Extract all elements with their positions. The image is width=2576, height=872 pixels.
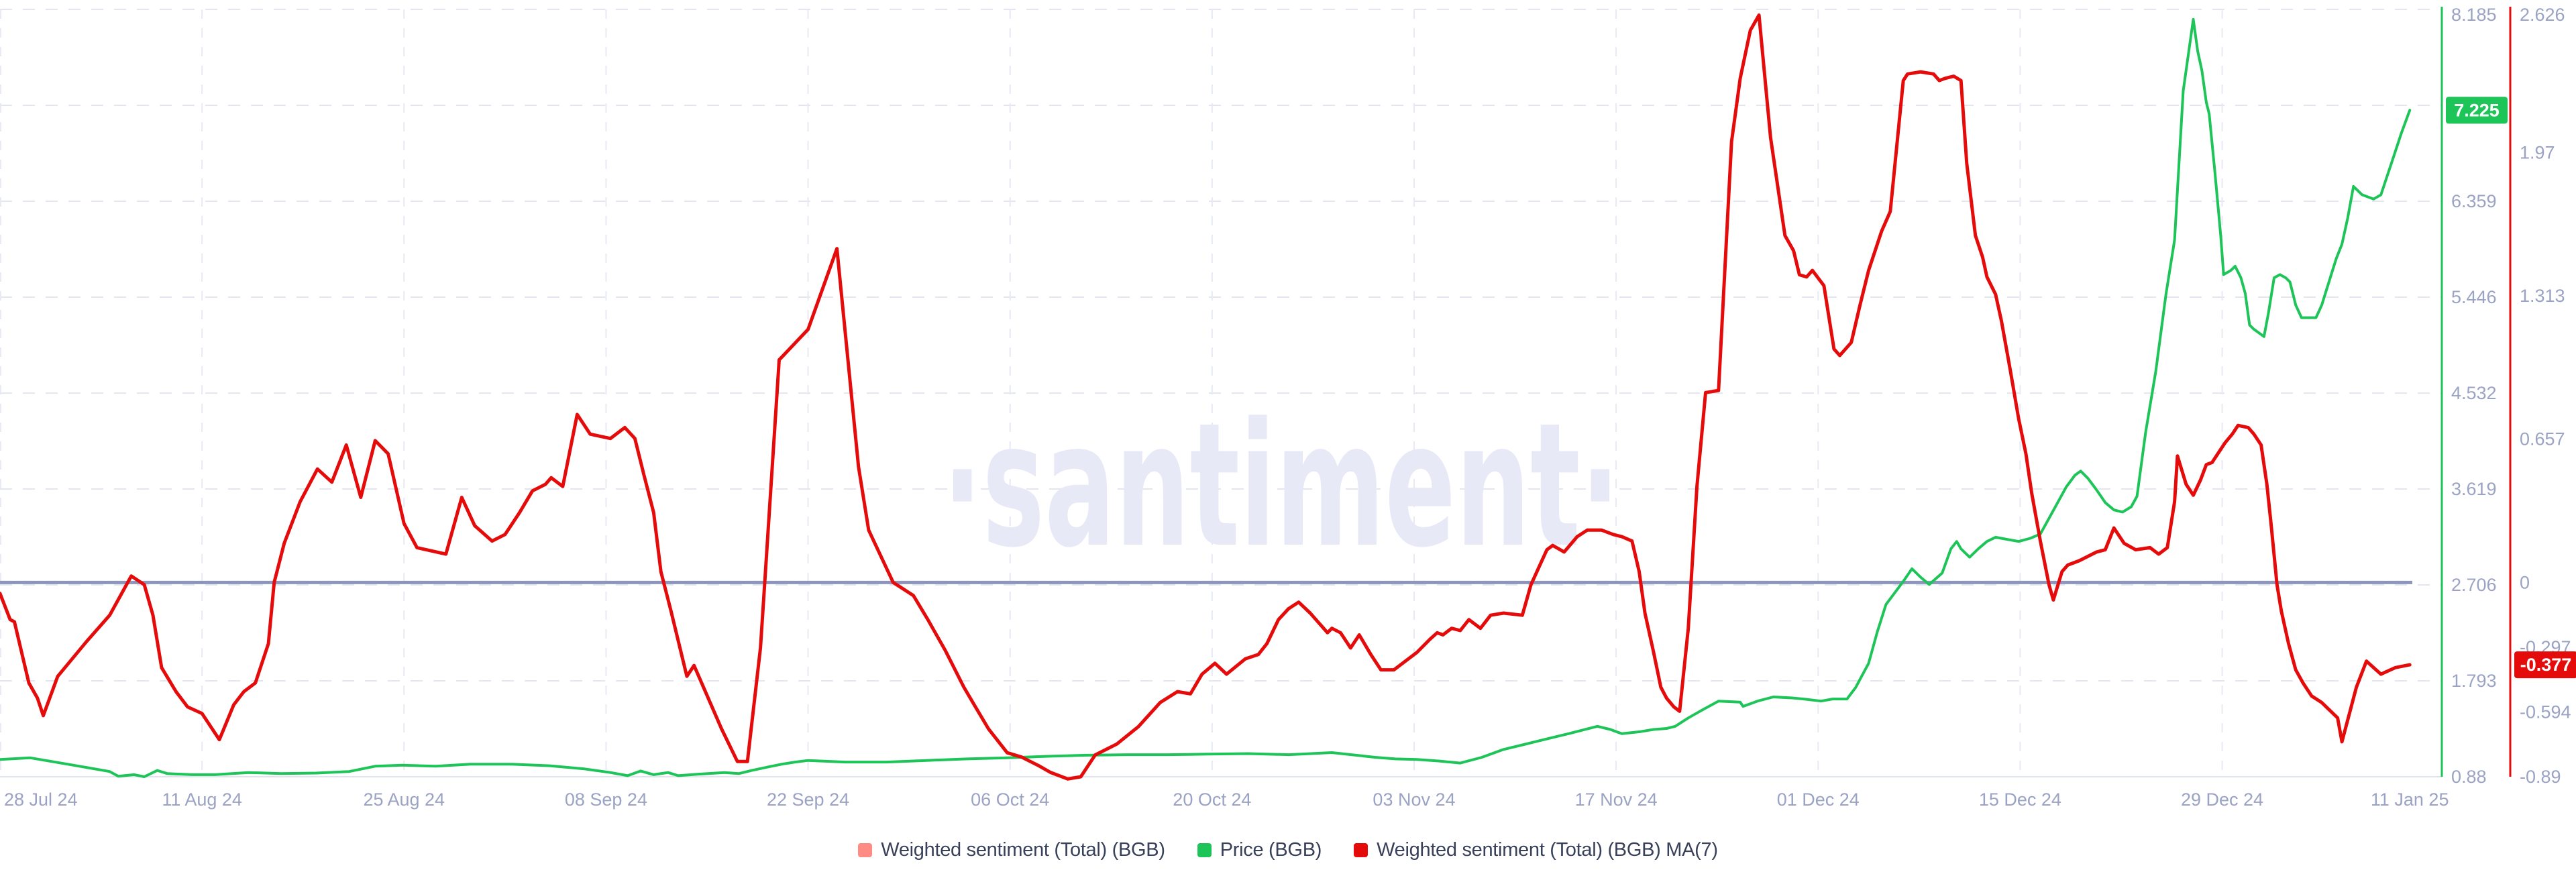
- sentiment-tick-label: 0.657: [2520, 429, 2565, 449]
- x-tick-label: 06 Oct 24: [971, 789, 1049, 810]
- weighted-sentiment-swatch-icon: [858, 843, 873, 857]
- price-tick-label: 3.619: [2451, 479, 2497, 499]
- x-tick-label: 20 Oct 24: [1173, 789, 1251, 810]
- price-tick-label: 0.88: [2451, 767, 2487, 787]
- legend-label: Price (BGB): [1220, 839, 1322, 861]
- sentiment-tick-label: 0: [2520, 572, 2530, 592]
- price-tick-label: 4.532: [2451, 383, 2497, 403]
- x-tick-label: 29 Dec 24: [2181, 789, 2263, 810]
- legend-item-price[interactable]: Price (BGB): [1197, 839, 1322, 861]
- sentiment-tick-label: 2.626: [2520, 5, 2565, 25]
- santiment-watermark: ·santiment·: [943, 386, 1620, 586]
- x-tick-label: 03 Nov 24: [1373, 789, 1455, 810]
- price-line[interactable]: [0, 17, 2412, 778]
- legend-item-weighted-sentiment[interactable]: Weighted sentiment (Total) (BGB): [858, 839, 1165, 861]
- x-tick-label: 11 Jan 25: [2371, 789, 2449, 810]
- x-tick-label: 15 Dec 24: [1979, 789, 2061, 810]
- sentiment-last-value-badge-text: -0.377: [2520, 655, 2572, 675]
- legend-label: Weighted sentiment (Total) (BGB): [881, 839, 1165, 861]
- x-tick-label: 28 Jul 24: [4, 789, 78, 810]
- sentiment-tick-label: -0.594: [2520, 702, 2571, 722]
- sentiment-tick-label: -0.89: [2520, 767, 2561, 787]
- price-tick-label: 2.706: [2451, 575, 2497, 595]
- price-tick-label: 8.185: [2451, 5, 2497, 25]
- sentiment-last-value-badge: [2514, 651, 2576, 679]
- sentiment-ma7-line[interactable]: [0, 13, 2412, 781]
- price-last-value-badge-text: 7.225: [2454, 100, 2500, 120]
- price-swatch-icon: [1197, 843, 1212, 857]
- x-tick-label: 22 Sep 24: [767, 789, 849, 810]
- legend-label: Weighted sentiment (Total) (BGB) MA(7): [1377, 839, 1718, 861]
- weighted-sentiment-ma7-swatch-icon: [1354, 843, 1368, 857]
- price-tick-label: 5.446: [2451, 287, 2497, 307]
- x-tick-label: 08 Sep 24: [565, 789, 647, 810]
- legend-item-weighted-sentiment-ma7[interactable]: Weighted sentiment (Total) (BGB) MA(7): [1354, 839, 1718, 861]
- price-last-value-badge: [2446, 97, 2508, 124]
- x-tick-label: 25 Aug 24: [363, 789, 445, 810]
- x-tick-label: 11 Aug 24: [162, 789, 242, 810]
- price-tick-label: 6.359: [2451, 191, 2497, 211]
- x-tick-label: 01 Dec 24: [1777, 789, 1860, 810]
- chart-legend: Weighted sentiment (Total) (BGB) Price (…: [0, 839, 2576, 861]
- price-tick-label: 1.793: [2451, 671, 2497, 691]
- sentiment-tick-label: 1.97: [2520, 142, 2555, 162]
- sentiment-tick-label: 1.313: [2520, 286, 2565, 306]
- x-tick-label: 17 Nov 24: [1575, 789, 1658, 810]
